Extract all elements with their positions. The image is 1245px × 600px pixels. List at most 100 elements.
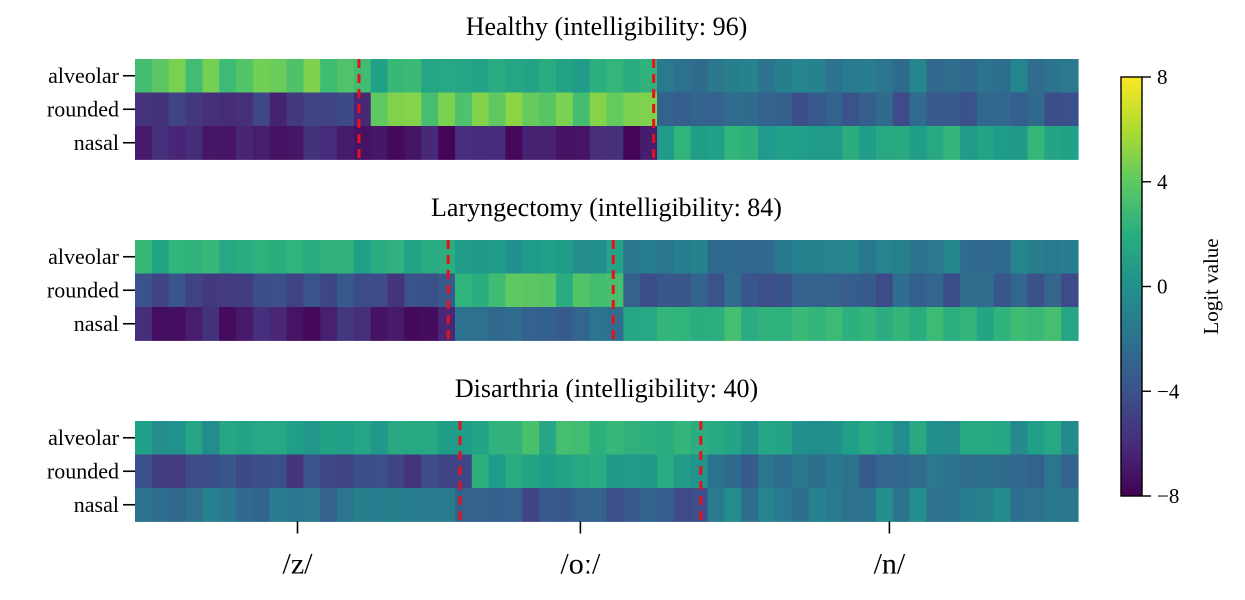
heatmap-cell [1044,240,1062,274]
heatmap-cell [353,454,372,489]
heatmap-cell [774,273,793,308]
heatmap-cell [1044,307,1062,341]
heatmap-cell [286,454,304,489]
heatmap-cell [185,92,203,127]
heatmap-cell [370,421,389,455]
heatmap-cell [808,59,827,93]
heatmap-cell [791,240,810,274]
heatmap-cell [926,488,944,522]
heatmap-cell [1027,273,1045,308]
heatmap-cell [185,240,203,274]
heatmap-cell [387,273,406,308]
heatmap-cell [135,126,153,160]
heatmap-cell [252,59,271,93]
heatmap-cell [808,240,827,274]
heatmap-cell [589,59,608,93]
heatmap-cell [488,92,507,127]
heatmap-cell [135,273,153,308]
heatmap-cell [741,421,759,455]
heatmap-cell [320,92,338,127]
heatmap-cell [673,273,692,308]
heatmap-cell [791,307,810,341]
heatmap-cell [741,240,759,274]
heatmap-cell [168,92,187,127]
heatmap-cell [303,273,321,308]
heatmap-cell [791,126,810,160]
heatmap-cell [993,454,1012,489]
heatmap-cell [320,421,338,455]
heatmap-cell [690,307,709,341]
heatmap-cell [505,454,523,489]
heatmap-cell [892,92,911,127]
heatmap-cell [808,273,827,308]
heatmap-cell [859,454,877,489]
heatmap-cell [774,92,793,127]
heatmap-cell [320,488,338,522]
heatmap-cell [522,488,540,522]
heatmap-cell [236,307,254,341]
heatmap-cell [859,240,877,274]
heatmap-cell [707,59,725,93]
heatmap-cell [859,126,877,160]
heatmap-cell [909,488,928,522]
heatmap-cell [589,488,608,522]
heatmap-cell [993,240,1012,274]
heatmap-cell [303,59,321,93]
heatmap-cell [943,421,961,455]
heatmap-cell [471,273,490,308]
heatmap-cell [774,59,793,93]
heatmap-panel: Laryngectomy (intelligibility: 84) alveol… [47,193,1079,341]
heatmap-cell [522,307,540,341]
heatmap-cell [387,240,406,274]
heatmap-cell [909,92,928,127]
heatmap-cell [859,421,877,455]
panel-title: Disarthria (intelligibility: 40) [455,374,758,403]
heatmap-cell [640,421,658,455]
heatmap-cell [926,273,944,308]
heatmap-cell [252,454,271,489]
heatmap-cell [202,488,220,522]
heatmap-cell [236,488,254,522]
heatmap-cell [1061,421,1079,455]
heatmap-cell [454,421,473,455]
heatmap-cell [943,59,961,93]
heatmap-cell [572,92,591,127]
heatmap-cell [640,240,658,274]
heatmap-cell [454,126,473,160]
heatmap-cell [724,92,742,127]
heatmap-cell [421,488,439,522]
heatmap-cell [976,126,995,160]
heatmap-cell [589,273,608,308]
heatmap-cell [185,126,203,160]
heatmap-cell [185,307,203,341]
heatmap-cell [976,273,995,308]
heatmap-cell [236,273,254,308]
heatmap-cell [1044,126,1062,160]
heatmap-cell [606,126,624,160]
heatmap-cell [387,454,406,489]
heatmap-cell [825,273,843,308]
heatmap-cell [438,92,456,127]
heatmap-cell [892,59,911,93]
colorbar-tick-label: −8 [1157,484,1179,508]
heatmap-cell [808,92,827,127]
heatmap-cell [859,59,877,93]
heatmap-cell [471,126,490,160]
heatmap-cell [690,92,709,127]
heatmap-cell [505,92,523,127]
heatmap-cell [539,92,557,127]
heatmap-cell [1010,488,1029,522]
heatmap-cell [640,92,658,127]
row-label: alveolar [48,244,120,269]
heatmap-cell [774,454,793,489]
heatmap-cell [555,273,574,308]
heatmap-cell [606,421,624,455]
heatmap-cell [269,240,288,274]
heatmap-cell [1010,454,1029,489]
heatmap-cell [875,273,894,308]
heatmap-cell [353,126,372,160]
heatmap-cell [269,454,288,489]
heatmap-cell [926,240,944,274]
heatmap-cell [438,59,456,93]
heatmap-cell [337,421,355,455]
